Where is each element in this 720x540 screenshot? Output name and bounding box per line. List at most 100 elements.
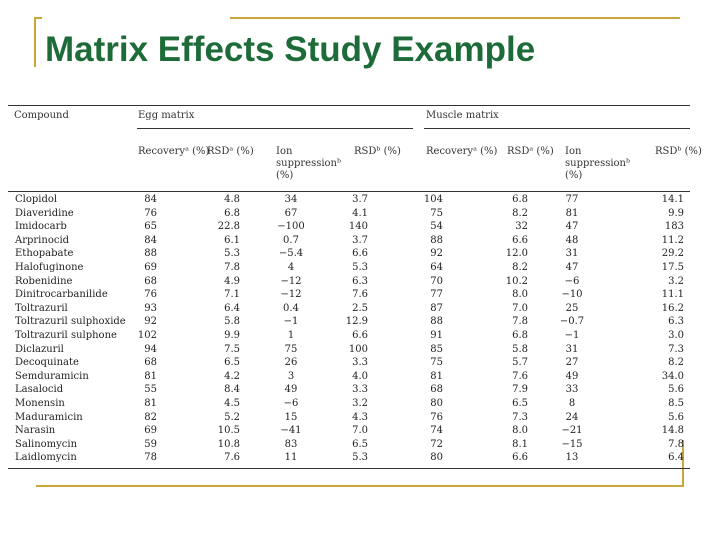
- value-cell: 8: [568, 398, 576, 409]
- value-cell: 78: [144, 452, 157, 464]
- compound-cell: Ethopabate: [15, 248, 74, 260]
- compound-cell: Toltrazuril sulphone: [15, 330, 117, 341]
- value-cell: 94: [144, 343, 157, 355]
- value-cell: 76: [430, 411, 443, 423]
- value-cell: 3.3: [352, 357, 368, 369]
- value-cell: 11: [284, 452, 298, 464]
- value-cell: 76: [144, 289, 157, 301]
- column-header: Ion suppressionᵇ (%): [565, 146, 630, 181]
- value-cell: 9.9: [668, 207, 684, 219]
- value-cell: 75: [430, 357, 443, 369]
- value-cell: 4.0: [352, 370, 368, 382]
- value-cell: −21: [561, 425, 583, 437]
- compound-cell: Decoquinate: [15, 357, 79, 369]
- value-cell: 11.2: [661, 234, 684, 246]
- value-cell: 6.1: [224, 234, 240, 246]
- value-cell: 3.7: [352, 194, 368, 205]
- compound-cell: Toltrazuril: [15, 302, 68, 314]
- value-cell: 104: [423, 194, 443, 205]
- value-cell: 10.2: [505, 275, 528, 287]
- compound-cell: Salinomycin: [15, 438, 78, 450]
- value-cell: 87: [430, 302, 443, 314]
- column-header: RSDᵇ (%): [354, 146, 401, 157]
- value-cell: 6.6: [512, 452, 528, 464]
- value-cell: 15: [284, 411, 298, 423]
- value-cell: 7.1: [224, 289, 240, 301]
- value-cell: 68: [144, 275, 157, 287]
- value-cell: 74: [430, 425, 443, 437]
- value-cell: 6.3: [668, 316, 684, 328]
- value-cell: 31: [565, 343, 579, 355]
- value-cell: 3: [287, 370, 295, 382]
- value-cell: 76: [144, 207, 157, 219]
- value-cell: 10.8: [217, 438, 240, 450]
- compound-cell: Imidocarb: [15, 221, 67, 233]
- value-cell: 24: [565, 411, 579, 423]
- value-cell: 6.3: [352, 275, 368, 287]
- value-cell: 69: [144, 425, 157, 437]
- header-cell: Compound: [14, 110, 69, 121]
- value-cell: 25: [565, 302, 579, 314]
- value-cell: 33: [565, 384, 579, 396]
- gold-rule-left: [34, 17, 36, 67]
- value-cell: 7.3: [512, 411, 528, 423]
- value-cell: 84: [144, 234, 157, 246]
- value-cell: 75: [284, 343, 298, 355]
- value-cell: 6.8: [512, 330, 528, 341]
- value-cell: 8.1: [512, 438, 528, 450]
- value-cell: −15: [561, 438, 583, 450]
- value-cell: 7.6: [352, 289, 368, 301]
- value-cell: 55: [144, 384, 157, 396]
- value-cell: 68: [144, 357, 157, 369]
- value-cell: 88: [144, 248, 157, 260]
- value-cell: 92: [144, 316, 157, 328]
- value-cell: 13: [565, 452, 579, 464]
- value-cell: 0.7: [283, 234, 299, 246]
- column-header: RSDᵇ (%): [655, 146, 702, 157]
- table-rule: [8, 191, 690, 192]
- value-cell: 6.8: [224, 207, 240, 219]
- compound-cell: Dinitrocarbanilide: [15, 289, 108, 301]
- value-cell: 88: [430, 316, 443, 328]
- gold-rule-top: [230, 17, 680, 19]
- value-cell: 8.0: [512, 425, 528, 437]
- value-cell: 49: [284, 384, 298, 396]
- value-cell: 80: [430, 452, 443, 464]
- value-cell: 67: [284, 207, 298, 219]
- value-cell: 5.7: [512, 357, 528, 369]
- value-cell: 47: [565, 221, 579, 233]
- value-cell: 49: [565, 370, 579, 382]
- value-cell: 81: [430, 370, 443, 382]
- value-cell: 100: [348, 343, 368, 355]
- compound-cell: Monensin: [15, 398, 65, 409]
- value-cell: 34.0: [661, 370, 684, 382]
- table-rule: [8, 468, 690, 469]
- value-cell: 75: [430, 207, 443, 219]
- value-cell: −5.4: [278, 248, 304, 260]
- value-cell: 3.3: [352, 384, 368, 396]
- value-cell: 4.5: [224, 398, 240, 409]
- value-cell: 82: [144, 411, 157, 423]
- value-cell: 8.2: [512, 207, 528, 219]
- group-header: Muscle matrix: [426, 110, 499, 121]
- value-cell: 17.5: [661, 262, 684, 273]
- value-cell: 5.2: [224, 411, 240, 423]
- value-cell: 47: [565, 262, 579, 273]
- value-cell: −12: [280, 289, 302, 301]
- value-cell: 31: [565, 248, 579, 260]
- value-cell: 29.2: [661, 248, 684, 260]
- value-cell: 7.0: [352, 425, 368, 437]
- value-cell: 3.2: [668, 275, 684, 287]
- value-cell: 26: [284, 357, 298, 369]
- value-cell: −41: [280, 425, 302, 437]
- value-cell: 34: [284, 194, 298, 205]
- value-cell: 72: [430, 438, 443, 450]
- column-header: Ion suppressionᵇ (%): [276, 146, 341, 181]
- value-cell: 8.2: [512, 262, 528, 273]
- value-cell: 3.0: [668, 330, 684, 341]
- value-cell: −6: [564, 275, 580, 287]
- value-cell: 7.6: [512, 370, 528, 382]
- value-cell: 65: [144, 221, 157, 233]
- compound-cell: Lasalocid: [15, 384, 64, 396]
- value-cell: 7.8: [512, 316, 528, 328]
